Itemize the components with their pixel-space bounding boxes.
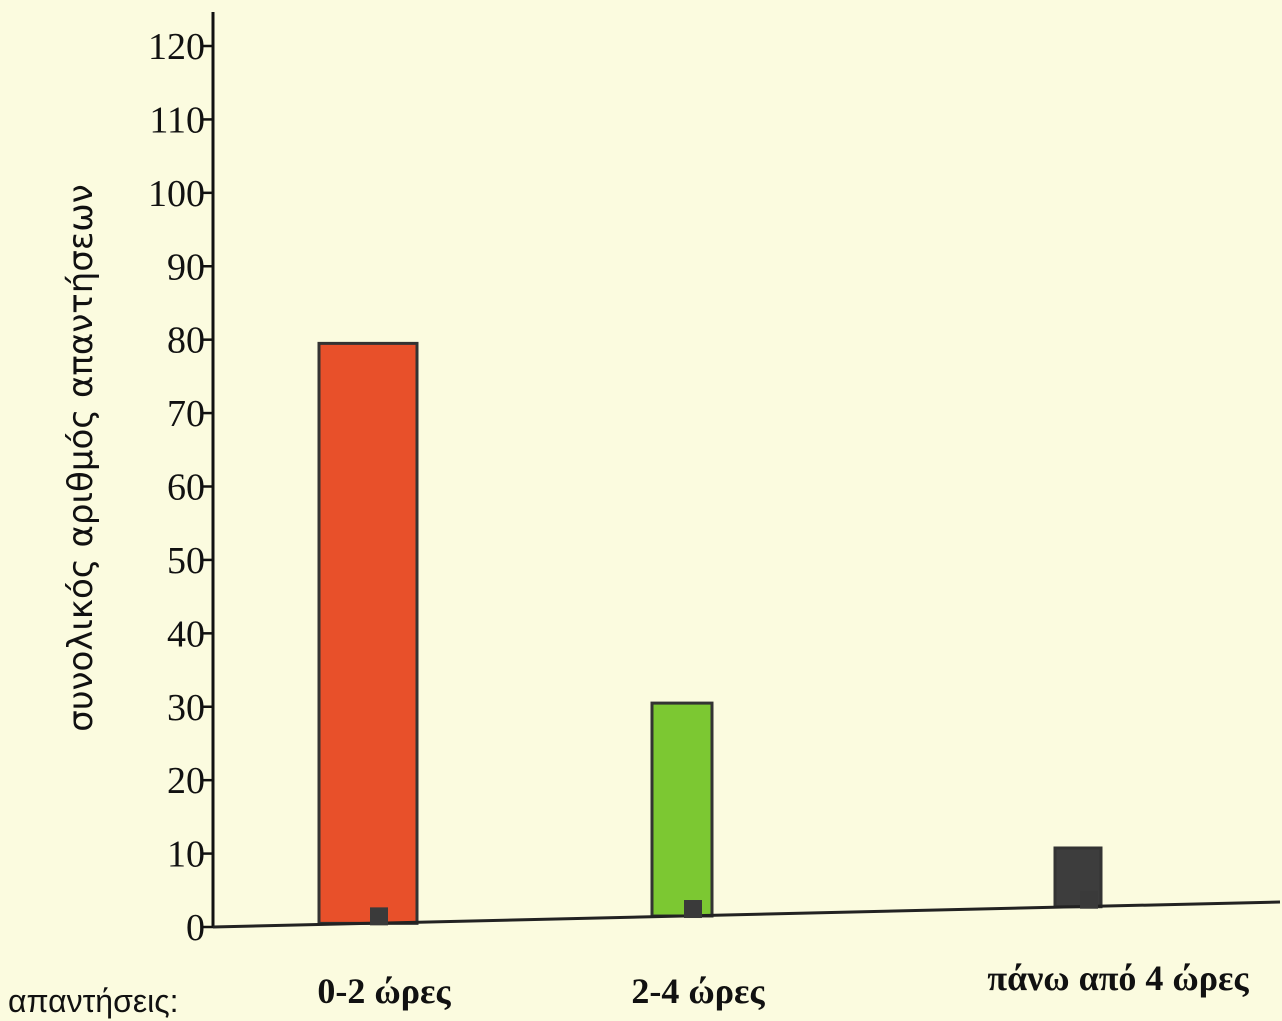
bar [650, 701, 714, 918]
y-tick-label: 60 [167, 467, 205, 509]
y-tick-label: 90 [167, 246, 205, 288]
y-tick-label: 50 [167, 540, 205, 582]
base-marker [1080, 890, 1098, 909]
category-labels-group: 0-2 ώρες 2-4 ώρες πάνω από 4 ώρες [317, 958, 1249, 1011]
category-label: πάνω από 4 ώρες [987, 958, 1249, 998]
y-tick-label: 120 [148, 26, 205, 68]
y-tick-label: 70 [167, 393, 205, 435]
y-tick-label: 40 [167, 613, 205, 655]
bar [317, 341, 419, 925]
y-tick-label: 10 [167, 834, 205, 876]
category-label: 2-4 ώρες [631, 971, 765, 1011]
y-tick-label: 0 [186, 907, 205, 949]
y-tick-label: 20 [167, 760, 205, 802]
y-tick-label: 30 [167, 687, 205, 729]
x-axis-line [212, 900, 1281, 929]
base-marker [684, 900, 702, 919]
y-ticks-group: 0 10 20 30 40 50 60 70 80 90 100 110 120 [148, 26, 213, 949]
base-marker [370, 907, 388, 926]
y-tick-label: 80 [167, 320, 205, 362]
x-axis-title: απαντήσεις: [8, 983, 179, 1019]
category-label: 0-2 ώρες [317, 971, 451, 1011]
y-axis-title: συνολικός αριθμός απαντήσεων [61, 184, 101, 731]
bars-group [317, 341, 1103, 925]
y-tick-label: 100 [148, 173, 205, 215]
y-tick-label: 110 [149, 99, 205, 141]
base-markers-group [370, 890, 1098, 926]
